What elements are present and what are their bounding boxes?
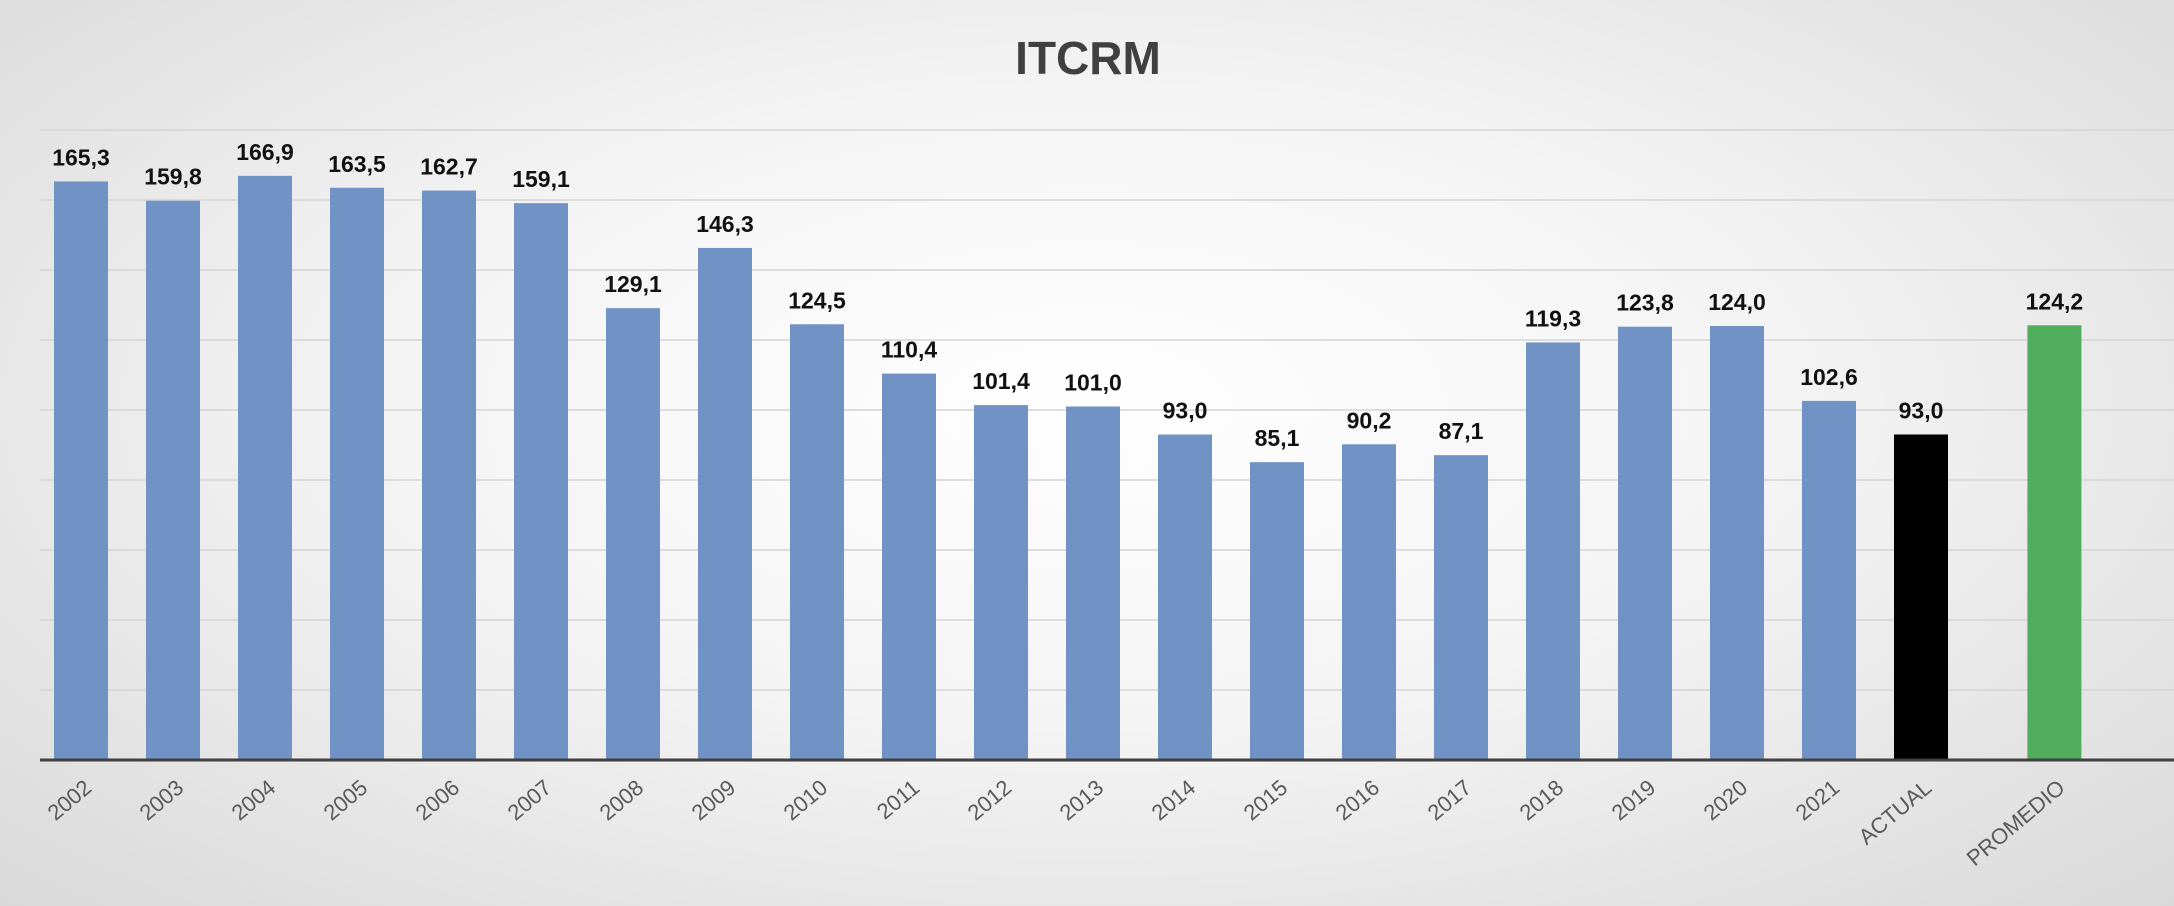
data-label-2003: 159,8 — [144, 164, 202, 190]
data-label-2015: 85,1 — [1255, 425, 1300, 451]
bar-2016 — [1342, 444, 1396, 760]
data-label-2013: 101,0 — [1064, 370, 1122, 396]
x-tick-label-2020: 2020 — [1699, 775, 1753, 826]
data-label-2017: 87,1 — [1439, 418, 1484, 444]
x-tick-label-2012: 2012 — [963, 775, 1017, 826]
x-tick-label-2019: 2019 — [1607, 775, 1661, 826]
data-label-2009: 146,3 — [696, 211, 754, 237]
bar-2019 — [1618, 326, 1672, 760]
x-tick-labels-group: 2002 2003 2004 2005 2006 2007 2008 2009 2010 2011… — [43, 775, 2070, 871]
bar-2005 — [330, 187, 384, 760]
data-label-2007: 159,1 — [512, 166, 570, 192]
bar-2014 — [1158, 434, 1212, 760]
data-label-2020: 124,0 — [1708, 289, 1766, 315]
data-label-2005: 163,5 — [328, 151, 386, 177]
data-label-2016: 90,2 — [1347, 407, 1392, 433]
x-tick-label-2014: 2014 — [1147, 775, 1201, 826]
x-tick-label-2021: 2021 — [1791, 775, 1845, 826]
x-tick-label-promedio: PROMEDIO — [1962, 775, 2070, 871]
data-label-2006: 162,7 — [420, 154, 478, 180]
bar-promedio — [2027, 325, 2082, 760]
x-tick-label-2011: 2011 — [872, 775, 924, 825]
x-tick-label-2005: 2005 — [319, 775, 373, 826]
data-label-2019: 123,8 — [1616, 290, 1674, 316]
x-tick-label-2018: 2018 — [1515, 775, 1569, 826]
bar-actual — [1894, 434, 1948, 760]
bar-2002 — [54, 181, 108, 760]
bar-2013 — [1066, 406, 1120, 760]
x-tick-label-2006: 2006 — [411, 775, 465, 826]
bar-2010 — [790, 324, 844, 760]
bar-2011 — [882, 373, 936, 760]
x-tick-label-2010: 2010 — [779, 775, 833, 826]
x-tick-label-actual: ACTUAL — [1854, 775, 1937, 850]
x-tick-label-2017: 2017 — [1423, 775, 1477, 826]
bar-2018 — [1526, 342, 1580, 760]
bar-2003 — [146, 200, 200, 760]
bar-2021 — [1802, 400, 1856, 760]
x-tick-label-2015: 2015 — [1239, 775, 1293, 826]
bar-2008 — [606, 308, 660, 760]
x-tick-label-2016: 2016 — [1331, 775, 1385, 826]
bar-2006 — [422, 190, 476, 761]
chart-title: ITCRM — [1015, 32, 1161, 84]
data-label-2004: 166,9 — [236, 139, 294, 165]
data-label-2012: 101,4 — [972, 368, 1030, 394]
bar-2017 — [1434, 455, 1488, 760]
x-tick-label-2002: 2002 — [43, 775, 97, 826]
data-labels-group: 165,3 159,8 166,9 163,5 162,7 159,1 129,1 146,3… — [52, 139, 2083, 451]
x-tick-label-2008: 2008 — [595, 775, 649, 826]
data-label-2002: 165,3 — [52, 144, 110, 170]
data-label-2010: 124,5 — [788, 287, 846, 313]
x-tick-label-2009: 2009 — [687, 775, 741, 826]
x-tick-label-2003: 2003 — [135, 775, 189, 826]
x-tick-label-2013: 2013 — [1055, 775, 1109, 826]
bar-2012 — [974, 405, 1028, 760]
data-label-2014: 93,0 — [1163, 398, 1208, 424]
bar-2007 — [514, 203, 568, 760]
bar-2004 — [238, 175, 292, 761]
data-label-2011: 110,4 — [881, 337, 937, 363]
data-label-2021: 102,6 — [1800, 364, 1858, 390]
data-label-2018: 119,3 — [1525, 305, 1581, 331]
bar-2020 — [1710, 326, 1764, 760]
bars-group — [54, 175, 2082, 761]
x-tick-label-2004: 2004 — [227, 775, 281, 826]
x-tick-label-2007: 2007 — [503, 775, 557, 826]
bar-2009 — [698, 247, 752, 760]
bar-2015 — [1250, 462, 1304, 760]
data-label-actual: 93,0 — [1899, 398, 1944, 424]
data-label-promedio: 124,2 — [2026, 288, 2084, 314]
data-label-2008: 129,1 — [604, 271, 662, 297]
